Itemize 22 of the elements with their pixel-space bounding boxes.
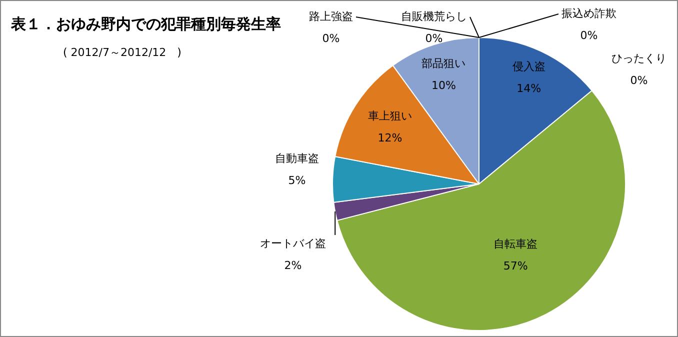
chart-title: 表１．おゆみ野内での犯罪種別毎発生率 <box>11 15 281 34</box>
category-label: 路上強盗 <box>309 10 353 23</box>
category-label: ひったくり <box>612 52 666 65</box>
slice-label: オートバイ盗 <box>260 236 326 250</box>
data-label: 12% <box>378 131 402 144</box>
data-label: 57% <box>503 260 528 273</box>
slice-label: 車上狙い <box>368 109 412 122</box>
text: 0% <box>425 32 443 45</box>
category-label: 自販機荒らし <box>401 10 467 23</box>
text: 0% <box>322 32 340 45</box>
category-label: 振込め詐欺 <box>562 6 616 20</box>
data-label: 14% <box>516 82 542 95</box>
text: 0% <box>630 74 648 87</box>
data-label: 5% <box>288 174 306 187</box>
data-label: 2% <box>284 258 302 272</box>
data-label: 10% <box>431 79 456 92</box>
slice-label: 自動車盗 <box>275 152 319 165</box>
text: 0% <box>580 28 598 42</box>
slice-label: 侵入盗 <box>512 60 546 73</box>
slice-label: 自転車盗 <box>494 238 538 251</box>
slice-label: 部品狙い <box>422 57 466 70</box>
text: ( 2012/7～2012/12 ) <box>63 45 182 60</box>
